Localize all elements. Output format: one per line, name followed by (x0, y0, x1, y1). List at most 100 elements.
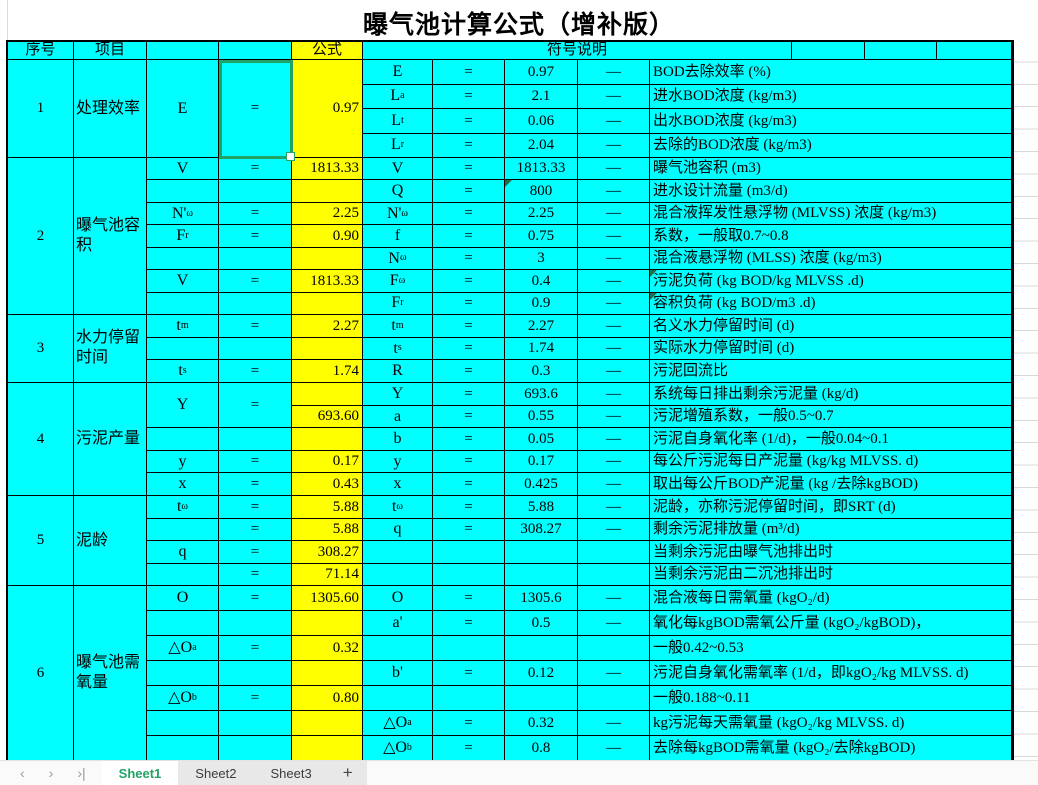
cell-equals[interactable] (219, 736, 292, 760)
cell-equals[interactable]: = (219, 686, 292, 711)
cell-value[interactable]: 3 (505, 247, 578, 271)
header-blank-2[interactable] (219, 42, 292, 60)
item-label-cell[interactable]: 曝气池需氧量 (74, 586, 147, 760)
cell-equals[interactable]: = (433, 202, 505, 226)
cell-value[interactable]: 1305.6 (505, 586, 578, 611)
cell-equals[interactable]: = (433, 711, 505, 736)
cell-description[interactable]: 曝气池容积 (m3) (650, 158, 1012, 181)
cell-equals[interactable]: = (219, 270, 292, 293)
cell-symbol[interactable] (147, 292, 219, 315)
cell-formula-value[interactable] (292, 711, 363, 736)
cell-dash[interactable]: — (578, 315, 650, 338)
cell-value[interactable]: 800 (505, 180, 578, 203)
item-label-cell[interactable]: 泥龄 (74, 496, 147, 586)
cell-formula-value[interactable] (292, 611, 363, 636)
cell-equals[interactable]: = (219, 636, 292, 661)
cell-dash[interactable]: — (578, 247, 650, 271)
cell-description[interactable]: 污泥回流比 (650, 360, 1012, 383)
cell-description[interactable]: 进水BOD浓度 (kg/m3) (650, 84, 1012, 109)
cell-dash[interactable] (578, 563, 650, 586)
cell-symbol[interactable]: O (147, 586, 219, 611)
cell-description[interactable]: 进水设计流量 (m3/d) (650, 180, 1012, 203)
cell-dash[interactable] (578, 686, 650, 711)
cell-symbol[interactable] (147, 518, 219, 541)
cell-equals[interactable]: = (433, 133, 505, 158)
cell-equals[interactable]: = (433, 180, 505, 203)
cell-symbol[interactable]: x (363, 473, 433, 496)
cell-equals[interactable]: = (433, 428, 505, 451)
header-blank-5[interactable] (937, 42, 1012, 60)
cell-symbol[interactable]: V (147, 158, 219, 181)
cell-equals[interactable] (433, 541, 505, 564)
cell-symbol[interactable]: E (363, 60, 433, 85)
row-number-cell[interactable]: 3 (8, 315, 74, 383)
cell-equals[interactable]: = (219, 541, 292, 564)
cell-symbol[interactable] (147, 563, 219, 586)
header-item[interactable]: 项目 (74, 42, 147, 60)
cell-symbol[interactable] (147, 611, 219, 636)
cell-description[interactable]: 当剩余污泥由二沉池排出时 (650, 563, 1012, 586)
add-sheet-button[interactable]: + (328, 761, 367, 785)
row-number-cell[interactable]: 6 (8, 586, 74, 760)
cell-value[interactable]: 0.32 (505, 711, 578, 736)
cell-value[interactable]: 0.425 (505, 473, 578, 496)
cell-formula-value[interactable] (292, 247, 363, 271)
cell-description[interactable]: 一般0.188~0.11 (650, 686, 1012, 711)
cell-formula-value[interactable] (292, 661, 363, 686)
cell-description[interactable]: 污泥自身氧化需氧率 (1/d，即kgO₂/kg MLVSS. d) (650, 661, 1012, 686)
cell-value[interactable]: 0.12 (505, 661, 578, 686)
cell-symbol[interactable] (147, 180, 219, 203)
cell-equals[interactable]: = (219, 158, 292, 181)
cell-equals[interactable]: = (433, 586, 505, 611)
cell-description[interactable]: 剩余污泥排放量 (m³/d) (650, 518, 1012, 541)
cell-value[interactable] (505, 636, 578, 661)
cell-equals[interactable]: = (219, 315, 292, 338)
cell-description[interactable]: 混合液悬浮物 (MLSS) 浓度 (kg/m3) (650, 247, 1012, 271)
cell-symbol[interactable]: △O b (147, 686, 219, 711)
cell-equals[interactable]: = (433, 337, 505, 361)
cell-symbol[interactable]: b (363, 428, 433, 451)
selection-fill-handle[interactable] (286, 152, 295, 161)
cell-symbol[interactable]: V (363, 158, 433, 181)
cell-description[interactable]: 出水BOD浓度 (kg/m3) (650, 109, 1012, 134)
cell-formula-value[interactable]: 0.80 (292, 686, 363, 711)
cell-formula-value[interactable]: 0.17 (292, 450, 363, 474)
cell-equals[interactable]: = (433, 360, 505, 383)
cell-dash[interactable]: — (578, 225, 650, 248)
cell-formula-value[interactable] (292, 337, 363, 361)
header-blank-3[interactable] (792, 42, 865, 60)
cell-formula-value[interactable] (292, 292, 363, 315)
cell-symbol[interactable] (363, 563, 433, 586)
header-formula[interactable]: 公式 (292, 42, 363, 60)
cell-symbol[interactable]: N' ω (363, 202, 433, 226)
cell-dash[interactable]: — (578, 428, 650, 451)
tab-sheet2[interactable]: Sheet2 (178, 761, 254, 785)
cell-symbol[interactable]: q (147, 541, 219, 564)
header-blank-1[interactable] (147, 42, 219, 60)
cell-equals[interactable]: = (219, 225, 292, 248)
row-number-cell[interactable]: 1 (8, 60, 74, 158)
cell-dash[interactable]: — (578, 736, 650, 760)
cell-dash[interactable]: — (578, 711, 650, 736)
cell-equals[interactable]: = (433, 518, 505, 541)
cell-dash[interactable]: — (578, 158, 650, 181)
header-blank-4[interactable] (865, 42, 937, 60)
cell-equals[interactable]: = (433, 405, 505, 429)
cell-equals[interactable]: = (219, 473, 292, 496)
cell-equals[interactable] (433, 563, 505, 586)
cell-formula-value[interactable]: 1813.33 (292, 270, 363, 293)
cell-dash[interactable]: — (578, 450, 650, 474)
cell-value[interactable]: 0.9 (505, 292, 578, 315)
cell-symbol[interactable]: N' ω (147, 202, 219, 226)
cell-dash[interactable]: — (578, 133, 650, 158)
cell-equals[interactable] (219, 337, 292, 361)
cell-dash[interactable]: — (578, 405, 650, 429)
cell-symbol[interactable] (147, 736, 219, 760)
cell-symbol[interactable]: R (363, 360, 433, 383)
cell-symbol[interactable]: E (147, 60, 219, 158)
